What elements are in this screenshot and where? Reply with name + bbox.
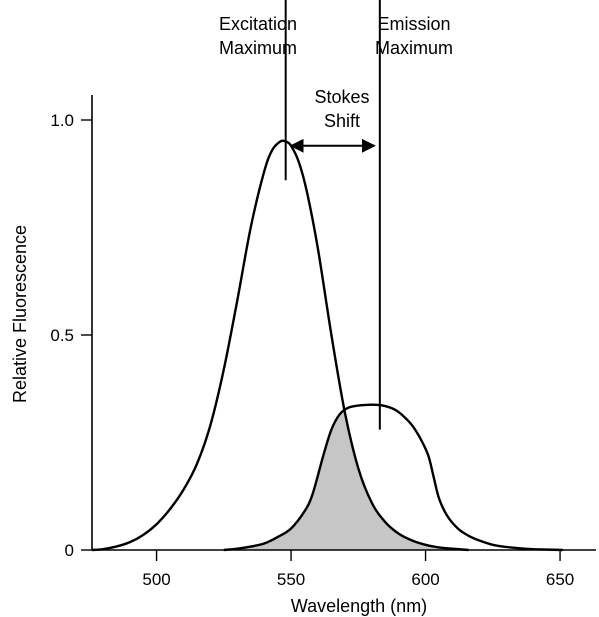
y-tick-label-0: 0: [65, 541, 74, 560]
x-tick-label-500: 500: [142, 570, 170, 589]
x-tick-label-600: 600: [411, 570, 439, 589]
x-axis-ticks: 500 550 600 650: [142, 550, 574, 589]
x-tick-label-650: 650: [546, 570, 574, 589]
excitation-maximum-label-line-1: Excitation: [219, 14, 297, 34]
excitation-curve: [91, 139, 469, 552]
x-axis-label: Wavelength (nm): [291, 596, 427, 616]
x-tick-label-550: 550: [277, 570, 305, 589]
emission-maximum-label-line-1: Emission: [377, 14, 450, 34]
y-axis-label: Relative Fluorescence: [10, 225, 30, 403]
stokes-shift-label-line-2: Shift: [324, 111, 360, 131]
emission-curve: [223, 403, 563, 552]
overlap-shaded-area: [223, 411, 469, 550]
y-axis-ticks: 0 0.5 1.0: [50, 111, 92, 560]
y-tick-label-0.5: 0.5: [50, 326, 74, 345]
y-tick-label-1.0: 1.0: [50, 111, 74, 130]
emission-maximum-label-line-2: Maximum: [375, 38, 453, 58]
excitation-maximum-label-line-2: Maximum: [219, 38, 297, 58]
stokes-shift-label-line-1: Stokes: [314, 87, 369, 107]
